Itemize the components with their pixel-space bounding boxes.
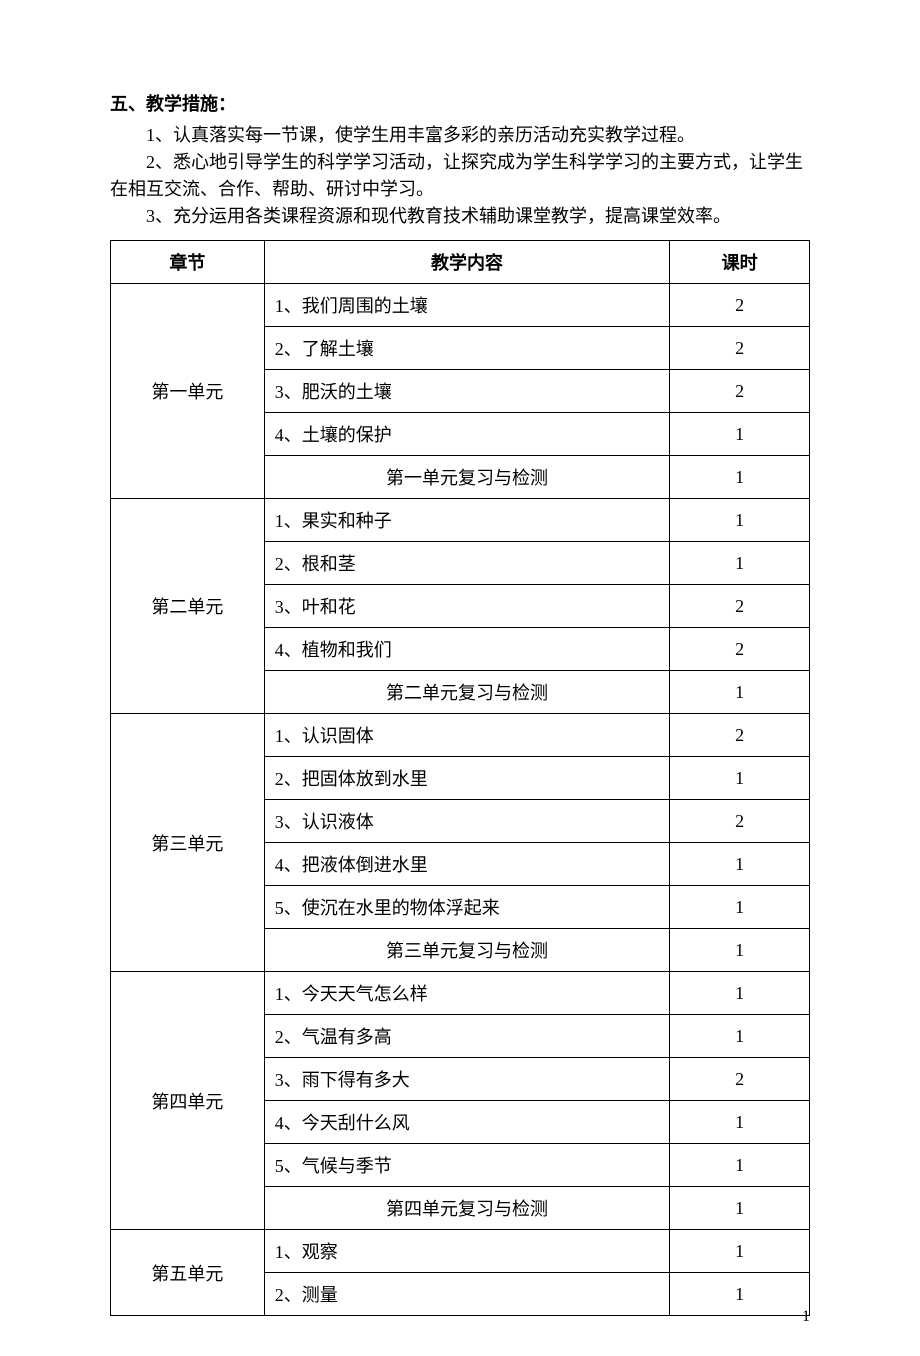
table-row: 第五单元1、观察1 — [111, 1230, 810, 1273]
paragraphs-block: 1、认真落实每一节课，使学生用丰富多彩的亲历活动充实教学过程。2、悉心地引导学生… — [110, 122, 810, 230]
hours-cell: 2 — [670, 1058, 810, 1101]
hours-cell: 2 — [670, 585, 810, 628]
lesson-cell: 2、根和茎 — [264, 542, 669, 585]
lesson-cell: 3、叶和花 — [264, 585, 669, 628]
header-unit: 章节 — [111, 241, 265, 284]
hours-cell: 2 — [670, 370, 810, 413]
review-cell: 第二单元复习与检测 — [264, 671, 669, 714]
lesson-cell: 4、土壤的保护 — [264, 413, 669, 456]
page-number: 1 — [802, 1308, 810, 1326]
table-row: 第三单元1、认识固体2 — [111, 714, 810, 757]
lesson-cell: 4、把液体倒进水里 — [264, 843, 669, 886]
paragraph-3: 3、充分运用各类课程资源和现代教育技术辅助课堂教学，提高课堂效率。 — [110, 203, 810, 230]
hours-cell: 1 — [670, 1187, 810, 1230]
hours-cell: 1 — [670, 413, 810, 456]
lesson-cell: 2、了解土壤 — [264, 327, 669, 370]
hours-cell: 1 — [670, 499, 810, 542]
hours-cell: 1 — [670, 1273, 810, 1316]
lesson-cell: 1、我们周围的土壤 — [264, 284, 669, 327]
lesson-cell: 1、果实和种子 — [264, 499, 669, 542]
table-row: 第四单元1、今天天气怎么样1 — [111, 972, 810, 1015]
hours-cell: 1 — [670, 757, 810, 800]
lesson-cell: 3、肥沃的土壤 — [264, 370, 669, 413]
hours-cell: 1 — [670, 1230, 810, 1273]
lesson-cell: 1、观察 — [264, 1230, 669, 1273]
hours-cell: 1 — [670, 929, 810, 972]
lesson-cell: 1、今天天气怎么样 — [264, 972, 669, 1015]
lesson-cell: 4、植物和我们 — [264, 628, 669, 671]
hours-cell: 1 — [670, 1101, 810, 1144]
lesson-cell: 2、气温有多高 — [264, 1015, 669, 1058]
unit-cell: 第一单元 — [111, 284, 265, 499]
hours-cell: 2 — [670, 327, 810, 370]
table-header-row: 章节 教学内容 课时 — [111, 241, 810, 284]
review-cell: 第三单元复习与检测 — [264, 929, 669, 972]
section-heading: 五、教学措施： — [110, 90, 810, 116]
unit-cell: 第五单元 — [111, 1230, 265, 1316]
table-row: 第一单元1、我们周围的土壤2 — [111, 284, 810, 327]
hours-cell: 2 — [670, 800, 810, 843]
lesson-cell: 5、使沉在水里的物体浮起来 — [264, 886, 669, 929]
unit-cell: 第三单元 — [111, 714, 265, 972]
review-cell: 第四单元复习与检测 — [264, 1187, 669, 1230]
paragraph-1: 1、认真落实每一节课，使学生用丰富多彩的亲历活动充实教学过程。 — [110, 122, 810, 149]
hours-cell: 1 — [670, 972, 810, 1015]
table-row: 第二单元1、果实和种子1 — [111, 499, 810, 542]
hours-cell: 1 — [670, 1144, 810, 1187]
header-content: 教学内容 — [264, 241, 669, 284]
lesson-cell: 4、今天刮什么风 — [264, 1101, 669, 1144]
document-page: 五、教学措施： 1、认真落实每一节课，使学生用丰富多彩的亲历活动充实教学过程。2… — [0, 0, 920, 1356]
hours-cell: 1 — [670, 456, 810, 499]
lesson-cell: 3、雨下得有多大 — [264, 1058, 669, 1101]
paragraph-2: 2、悉心地引导学生的科学学习活动，让探究成为学生科学学习的主要方式，让学生在相互… — [110, 149, 810, 203]
hours-cell: 1 — [670, 843, 810, 886]
hours-cell: 1 — [670, 671, 810, 714]
hours-cell: 2 — [670, 284, 810, 327]
lesson-cell: 2、把固体放到水里 — [264, 757, 669, 800]
lesson-cell: 2、测量 — [264, 1273, 669, 1316]
hours-cell: 2 — [670, 714, 810, 757]
lesson-plan-table: 章节 教学内容 课时 第一单元1、我们周围的土壤22、了解土壤23、肥沃的土壤2… — [110, 240, 810, 1316]
review-cell: 第一单元复习与检测 — [264, 456, 669, 499]
lesson-cell: 5、气候与季节 — [264, 1144, 669, 1187]
hours-cell: 1 — [670, 886, 810, 929]
hours-cell: 2 — [670, 628, 810, 671]
unit-cell: 第二单元 — [111, 499, 265, 714]
hours-cell: 1 — [670, 1015, 810, 1058]
lesson-cell: 1、认识固体 — [264, 714, 669, 757]
hours-cell: 1 — [670, 542, 810, 585]
lesson-cell: 3、认识液体 — [264, 800, 669, 843]
header-hours: 课时 — [670, 241, 810, 284]
unit-cell: 第四单元 — [111, 972, 265, 1230]
